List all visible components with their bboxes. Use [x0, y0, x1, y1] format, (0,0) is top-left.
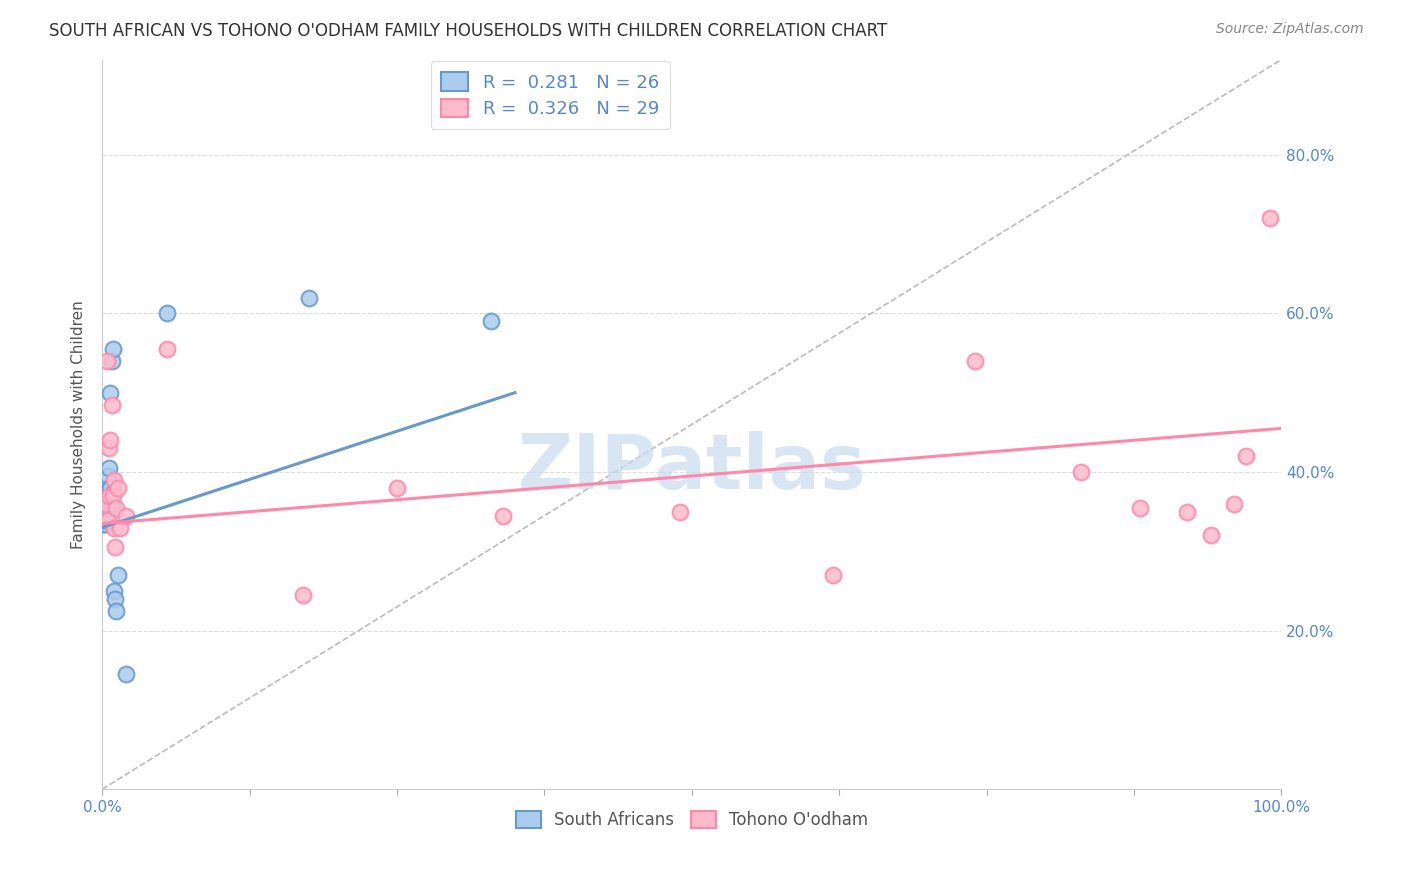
Point — [114, 667, 136, 681]
Point — [105, 500, 128, 515]
Point — [1234, 449, 1257, 463]
Point — [101, 342, 124, 356]
Point — [107, 481, 129, 495]
Point — [103, 473, 125, 487]
Point — [108, 520, 131, 534]
Point — [96, 512, 118, 526]
Point — [297, 291, 319, 305]
Point — [1199, 528, 1222, 542]
Point — [105, 604, 128, 618]
Point — [98, 489, 121, 503]
Point — [101, 489, 124, 503]
Point — [103, 584, 125, 599]
Point — [156, 306, 179, 320]
Point — [98, 441, 121, 455]
Point — [100, 354, 122, 368]
Point — [492, 508, 515, 523]
Point — [94, 505, 117, 519]
Text: SOUTH AFRICAN VS TOHONO O'ODHAM FAMILY HOUSEHOLDS WITH CHILDREN CORRELATION CHAR: SOUTH AFRICAN VS TOHONO O'ODHAM FAMILY H… — [49, 22, 887, 40]
Point — [823, 568, 845, 582]
Point — [104, 541, 127, 555]
Point — [93, 516, 115, 531]
Point — [96, 500, 118, 515]
Point — [100, 398, 122, 412]
Point — [98, 481, 121, 495]
Point — [156, 342, 179, 356]
Point — [1258, 211, 1281, 226]
Point — [97, 469, 120, 483]
Text: ZIPatlas: ZIPatlas — [517, 431, 866, 505]
Point — [479, 314, 502, 328]
Point — [100, 497, 122, 511]
Text: Source: ZipAtlas.com: Source: ZipAtlas.com — [1216, 22, 1364, 37]
Point — [98, 461, 121, 475]
Point — [97, 492, 120, 507]
Point — [963, 354, 986, 368]
Point — [385, 481, 408, 495]
Point — [114, 508, 136, 523]
Point — [100, 481, 122, 495]
Point — [107, 568, 129, 582]
Point — [100, 385, 122, 400]
Point — [1070, 465, 1092, 479]
Point — [96, 354, 118, 368]
Point — [94, 508, 117, 523]
Point — [93, 516, 115, 531]
Point — [291, 588, 314, 602]
Point — [97, 512, 120, 526]
Point — [1175, 505, 1198, 519]
Point — [103, 520, 125, 534]
Point — [1223, 497, 1246, 511]
Point — [93, 512, 115, 526]
Point — [94, 497, 117, 511]
Point — [98, 489, 121, 503]
Point — [100, 434, 122, 448]
Point — [1129, 500, 1152, 515]
Y-axis label: Family Households with Children: Family Households with Children — [72, 300, 86, 549]
Point — [103, 484, 125, 499]
Point — [104, 591, 127, 606]
Legend: South Africans, Tohono O'odham: South Africans, Tohono O'odham — [509, 804, 875, 836]
Point — [669, 505, 692, 519]
